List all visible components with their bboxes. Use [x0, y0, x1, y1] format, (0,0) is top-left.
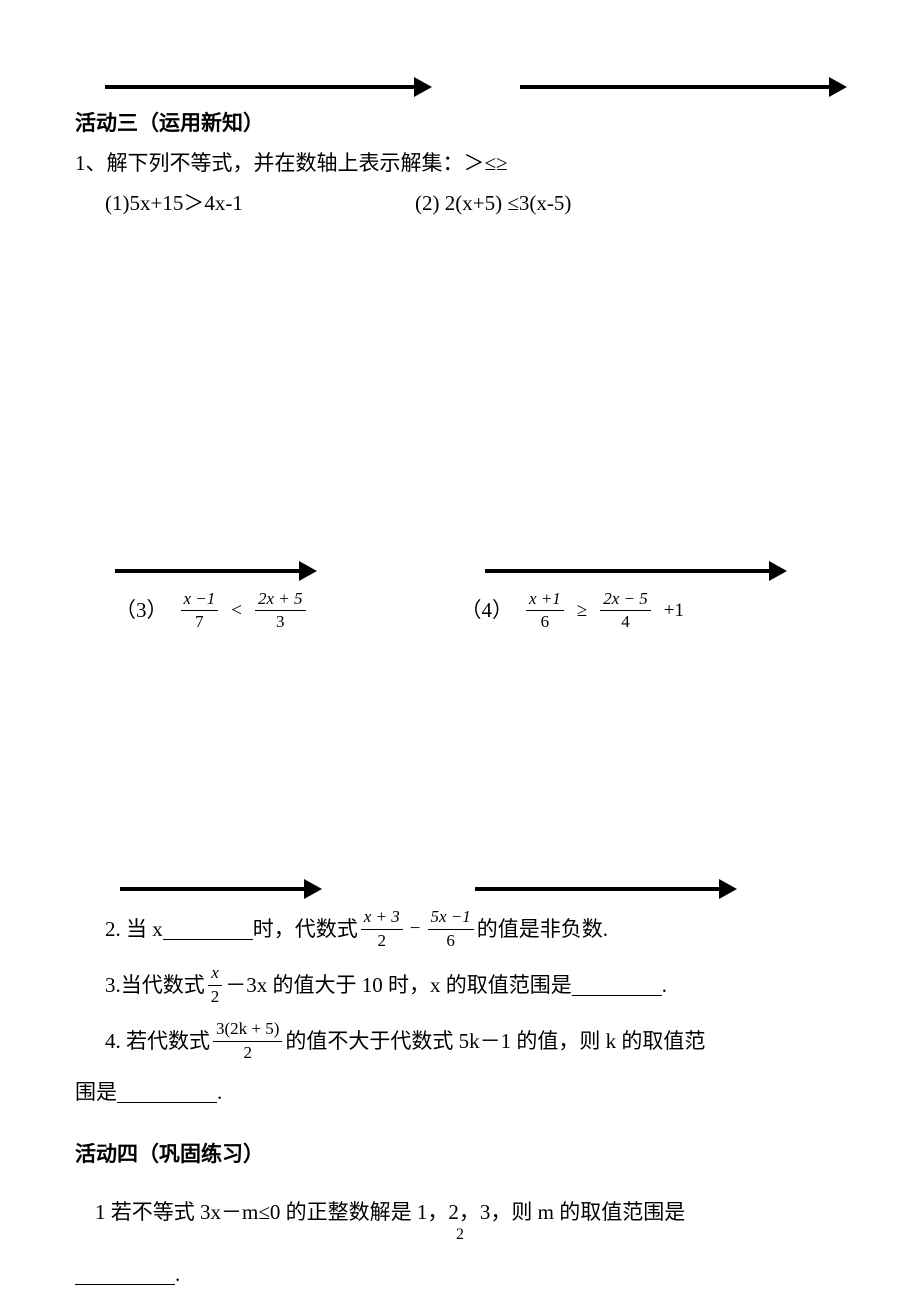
question-4-line2: 围是 . [75, 1069, 845, 1115]
q3-suffix: －3x 的值大于 10 时，x 的取值范围是 [225, 962, 572, 1008]
number-line-arrow [475, 882, 735, 896]
problem-4-label: （4） [461, 591, 514, 631]
number-line-arrow [105, 80, 430, 94]
fill-blank [75, 1263, 175, 1285]
problems-row-1: (1)5x+15＞4x-1 (2) 2(x+5) ≤3(x-5) [105, 184, 845, 224]
number-line-arrow [485, 564, 785, 578]
question-3: 3.当代数式 x 2 －3x 的值大于 10 时，x 的取值范围是 . [105, 962, 845, 1008]
fill-blank [117, 1081, 217, 1103]
fraction: x 2 [208, 964, 223, 1006]
q4-line2a: 围是 [75, 1069, 117, 1115]
fraction: x +1 6 [526, 590, 564, 632]
problem-3-label: （3） [115, 591, 168, 631]
plus-one: +1 [660, 593, 688, 629]
fraction: 2x − 5 4 [600, 590, 651, 632]
page: 活动三（运用新知） 1、解下列不等式，并在数轴上表示解集：＞≤≥ (1)5x+1… [0, 0, 920, 1300]
fraction: 5x −1 6 [428, 908, 474, 950]
problem-2: (2) 2(x+5) ≤3(x-5) [415, 184, 845, 224]
page-number: 2 [0, 1220, 920, 1250]
number-line-arrow [520, 80, 845, 94]
fill-blank [572, 974, 662, 996]
section-4-q1-line2: . [75, 1251, 845, 1297]
q4-line2b: . [217, 1069, 222, 1115]
q2-prefix: 2. 当 x [105, 906, 163, 952]
minus: − [406, 908, 425, 950]
number-line-arrow [115, 564, 315, 578]
fraction: x −1 7 [181, 590, 219, 632]
number-line-arrow [120, 882, 320, 896]
fraction: 3(2k + 5) 2 [213, 1020, 282, 1062]
q2-mid: 时，代数式 [253, 906, 358, 952]
q4-prefix: 4. 若代数式 [105, 1018, 210, 1064]
q2-suffix: 的值是非负数. [477, 906, 608, 952]
fill-blank [163, 918, 253, 940]
fraction: 2x + 5 3 [255, 590, 306, 632]
problems-row-2: （3） x −1 7 < 2x + 5 3 （4） x +1 6 ≥ 2x − … [115, 590, 845, 632]
section-4-title: 活动四（巩固练习） [75, 1135, 845, 1175]
geq: ≥ [573, 593, 591, 629]
arrow-row-3 [120, 882, 845, 896]
question-2: 2. 当 x 时，代数式 x + 3 2 − 5x −1 6 的值是非负数. [105, 906, 845, 952]
section-3-lead: 1、解下列不等式，并在数轴上表示解集：＞≤≥ [75, 144, 845, 184]
question-4-line1: 4. 若代数式 3(2k + 5) 2 的值不大于代数式 5k－1 的值，则 k… [105, 1018, 845, 1064]
less-than: < [227, 593, 246, 629]
problem-1: (1)5x+15＞4x-1 [105, 184, 415, 224]
section-3-title: 活动三（运用新知） [75, 104, 845, 144]
fraction: x + 3 2 [361, 908, 403, 950]
q3-end: . [662, 962, 667, 1008]
arrow-row-1 [105, 80, 845, 94]
arrow-row-2 [115, 564, 845, 578]
q4-mid: 的值不大于代数式 5k－1 的值，则 k 的取值范 [285, 1018, 705, 1064]
q1-end: . [175, 1251, 180, 1297]
q3-prefix: 3.当代数式 [105, 962, 205, 1008]
